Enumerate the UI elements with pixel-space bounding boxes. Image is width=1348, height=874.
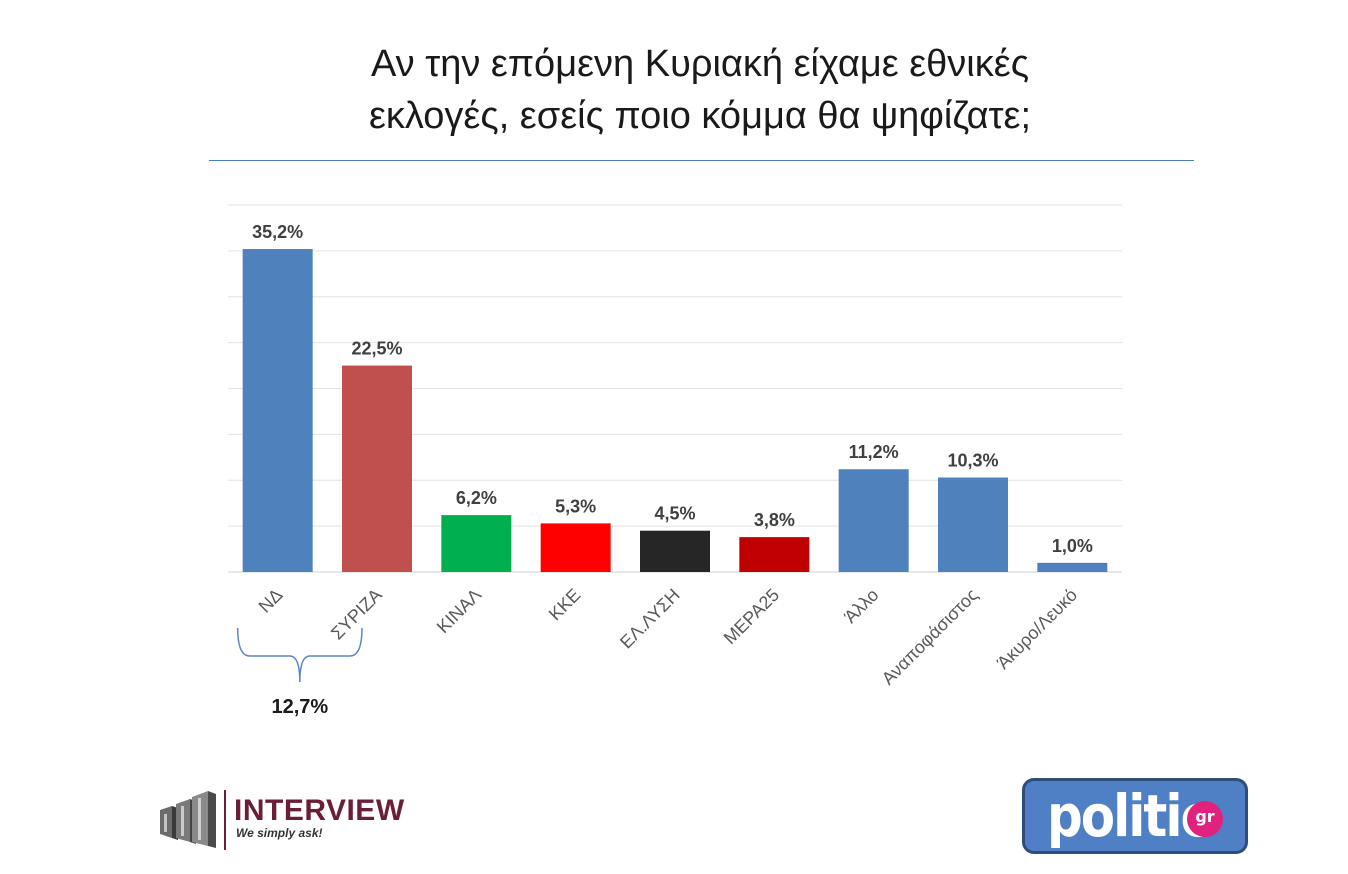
category-label: ΣΥΡΙΖΑ [327,585,386,644]
politic-wordmark: politic [1047,783,1210,850]
bar [739,537,810,572]
chart-title-line-1: Αν την επόμενη Κυριακή είχαμε εθνικές [370,43,1030,85]
value-label: 35,2% [252,222,303,242]
value-label: 4,5% [654,504,695,524]
bar [441,515,512,572]
chart-title-line-2: εκλογές, εσείς ποιο κόμμα θα ψηφίζατε; [368,95,1032,137]
interview-tagline: We simply ask! [236,826,323,840]
difference-bracket: 12,7% [236,627,363,718]
category-label: Άλλο [840,585,882,627]
category-label: ΕΛ.ΛΥΣΗ [616,585,684,653]
bar [342,365,412,572]
category-label: ΝΔ [255,585,287,617]
bar [938,477,1008,572]
category-label: ΜΕΡΑ25 [720,585,783,648]
value-labels: 35,2% 22,5% 6,2% 5,3% 4,5% 3,8% 11,2% 10,3% 1,0% [252,222,1093,556]
category-label: ΚΚΕ [545,585,585,625]
interview-divider [224,790,226,850]
bar [540,523,611,572]
bar [1037,562,1108,572]
category-label: Άκυρο/Λευκό [993,585,1081,673]
value-label: 3,8% [754,510,795,530]
category-label: Αναποφάσιστος [878,584,982,688]
bracket-shape [236,627,363,683]
title-divider [209,160,1194,161]
bar [640,530,710,572]
value-label: 1,0% [1052,536,1093,556]
politic-gr-badge: gr [1187,801,1223,837]
value-label: 10,3% [947,450,998,470]
bars [242,249,1108,573]
politic-logo: politic gr [1022,778,1248,854]
value-label: 22,5% [351,339,402,359]
chart-title: Αν την επόμενη Κυριακή είχαμε εθνικές εκ… [200,38,1200,142]
interview-bars-icon [160,791,216,848]
value-label: 5,3% [555,496,596,516]
bracket-label: 12,7% [271,696,328,718]
interview-name: INTERVIEW [234,794,405,827]
category-labels: ΝΔ ΣΥΡΙΖΑ ΚΙΝΑΛ ΚΚΕ ΕΛ.ΛΥΣΗ ΜΕΡΑ25 ΆλλοΑναποφά… [255,584,1082,688]
value-label: 11,2% [849,442,899,462]
category-label: ΚΙΝΑΛ [433,585,485,637]
bar [242,249,313,573]
value-label: 6,2% [456,488,497,508]
interview-logo: INTERVIEW We simply ask! [158,786,408,852]
bar [838,469,909,572]
